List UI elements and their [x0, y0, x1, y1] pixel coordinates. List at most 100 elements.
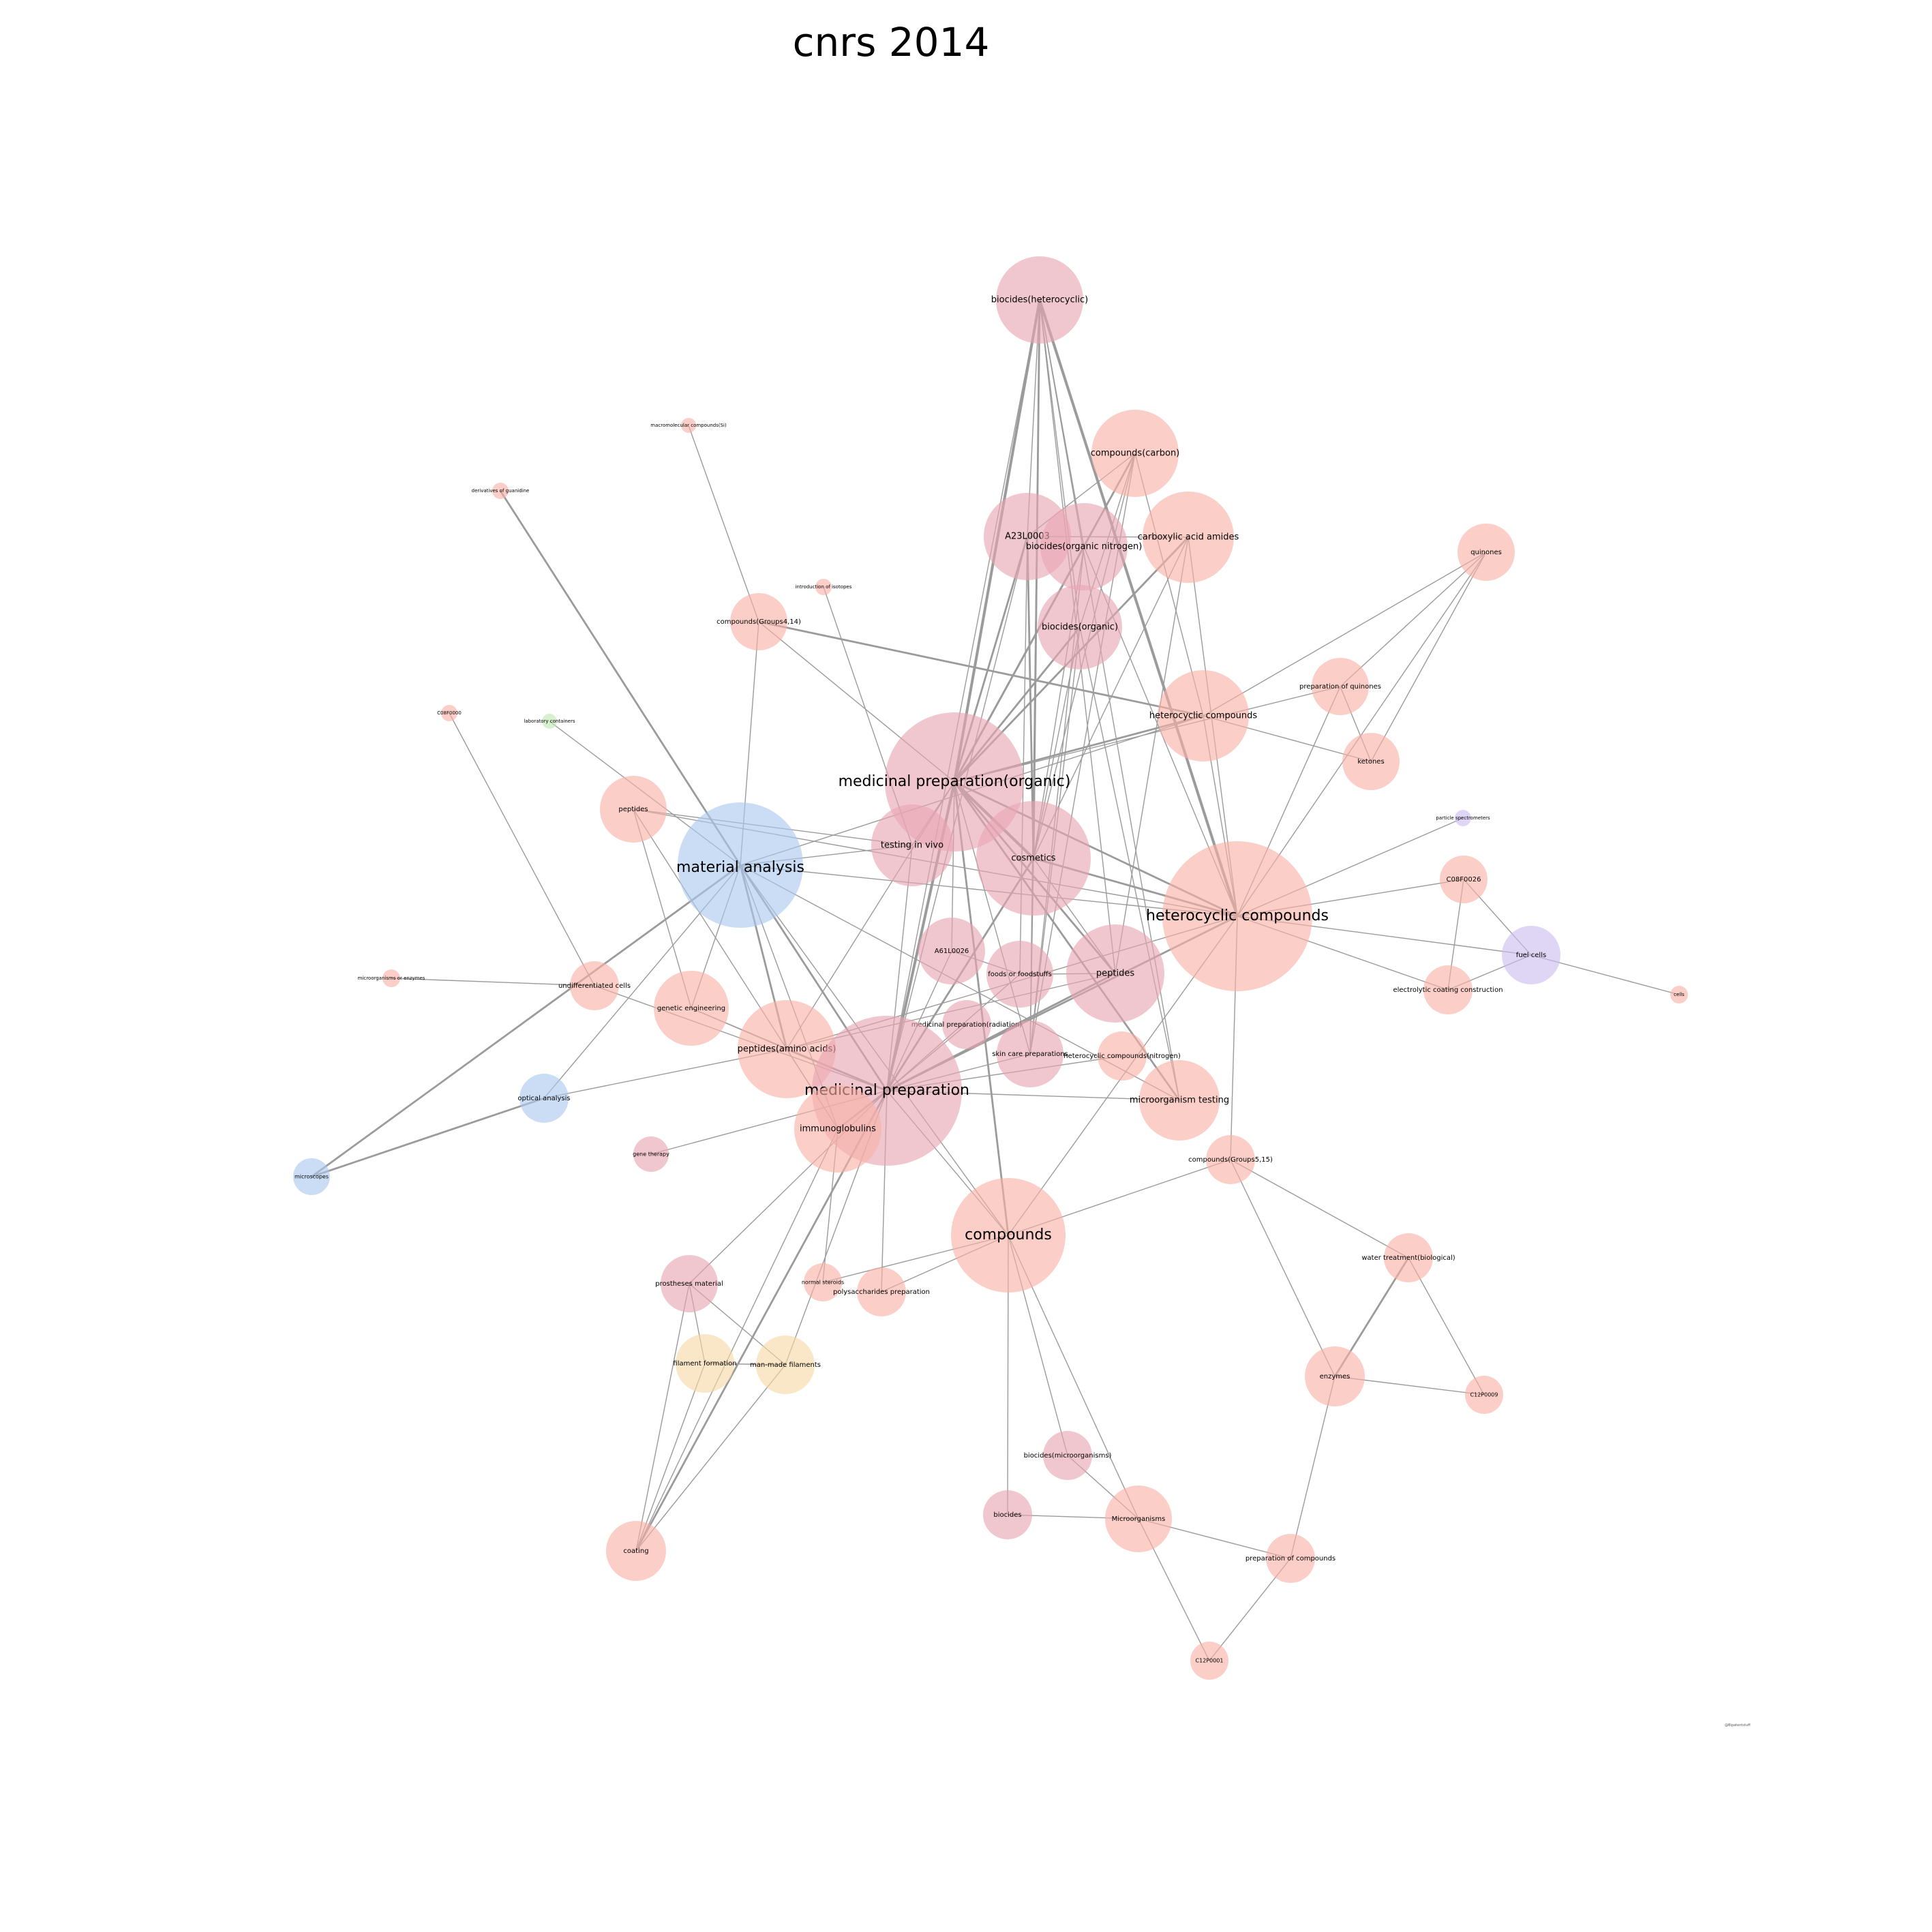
- node-water[interactable]: water treatment(biological): [1361, 1233, 1455, 1282]
- node-gene_ther[interactable]: gene therapy: [633, 1136, 669, 1172]
- node-microorg_test[interactable]: microorganism testing: [1130, 1060, 1229, 1141]
- node-comp_carbon[interactable]: compounds(carbon): [1091, 410, 1180, 497]
- node-circle: [1305, 1346, 1365, 1406]
- node-guanidine[interactable]: derivatives of guanidine: [472, 483, 530, 499]
- node-label: biocides(heterocyclic): [991, 295, 1088, 305]
- node-particle[interactable]: particle spectrometers: [1436, 810, 1490, 826]
- node-foods[interactable]: foods or foodstuffs: [986, 941, 1053, 1008]
- node-skin[interactable]: skin care preparations: [992, 1021, 1068, 1087]
- node-het_comp_big[interactable]: heterocyclic compounds: [1146, 841, 1329, 991]
- node-het_nitro[interactable]: heterocyclic compounds(nitrogen): [1063, 1031, 1181, 1081]
- node-label: compounds(Groups4,14): [716, 618, 801, 626]
- node-biocides[interactable]: biocides: [983, 1490, 1032, 1539]
- node-label: compounds(carbon): [1091, 449, 1180, 459]
- node-manmade[interactable]: man-made filaments: [750, 1335, 821, 1394]
- node-circle: [1384, 1233, 1433, 1282]
- edge-guanidine-material: [499, 490, 742, 866]
- node-label: C08F0026: [1447, 876, 1481, 884]
- node-testing_vivo[interactable]: testing in vivo: [871, 804, 953, 886]
- node-biocides_org[interactable]: biocides(organic): [1038, 585, 1122, 669]
- node-a61l[interactable]: A61L0026: [918, 918, 985, 984]
- node-material[interactable]: material analysis: [676, 802, 804, 928]
- node-circle: [738, 1000, 836, 1098]
- node-het_comp_small[interactable]: heterocyclic compounds: [1149, 670, 1258, 761]
- node-prostheses[interactable]: prostheses material: [655, 1255, 723, 1312]
- node-circle: [1440, 856, 1488, 903]
- node-normal_ster[interactable]: normal steroids: [802, 1263, 844, 1301]
- node-polysacc[interactable]: polysaccharides preparation: [833, 1267, 930, 1316]
- node-circle: [976, 801, 1091, 916]
- node-label: gene therapy: [633, 1151, 669, 1158]
- node-cells[interactable]: cells: [1670, 986, 1688, 1003]
- node-peptides_small[interactable]: peptides: [600, 776, 667, 843]
- node-biocides_het[interactable]: biocides(heterocyclic): [991, 256, 1088, 344]
- node-prep_quin[interactable]: preparation of quinones: [1299, 658, 1381, 715]
- node-c12p0001[interactable]: C12P0001: [1190, 1642, 1228, 1680]
- node-undiff[interactable]: undifferentiated cells: [558, 961, 631, 1010]
- node-label: macromolecular compounds(Si): [650, 423, 727, 428]
- node-circle: [983, 1490, 1032, 1539]
- node-comp_g414[interactable]: compounds(Groups4,14): [716, 593, 801, 650]
- edge-manmade-coating: [635, 1364, 786, 1552]
- node-electro[interactable]: electrolytic coating construction: [1393, 965, 1503, 1014]
- node-circle: [1043, 1431, 1092, 1480]
- node-circle: [1342, 733, 1400, 790]
- node-lab_cont[interactable]: laboratory containers: [524, 714, 575, 729]
- node-circle: [1458, 524, 1515, 581]
- node-fuel[interactable]: fuel cells: [1502, 926, 1560, 984]
- node-microorganisms[interactable]: Microorganisms: [1105, 1485, 1172, 1552]
- node-circle: [804, 1263, 842, 1301]
- node-circle: [871, 804, 953, 886]
- node-label: microscopes: [295, 1174, 329, 1180]
- node-prep_comp[interactable]: preparation of compounds: [1246, 1534, 1335, 1583]
- node-biocides_orgn[interactable]: biocides(organic nitrogen): [1026, 503, 1143, 590]
- node-macro_si[interactable]: macromolecular compounds(Si): [650, 418, 727, 433]
- node-circle: [661, 1255, 718, 1312]
- node-label: carboxylic acid amides: [1138, 532, 1239, 543]
- node-circle: [951, 1178, 1066, 1293]
- nodes-layer: biocides(heterocyclic) compounds(carbon) A…: [293, 256, 1688, 1680]
- node-circle: [606, 1521, 666, 1581]
- node-biocides_micro[interactable]: biocides(microorganisms): [1024, 1431, 1112, 1480]
- node-filament[interactable]: filament formation: [673, 1334, 737, 1393]
- node-microorg_enz[interactable]: microorganisms or enzymes: [358, 969, 425, 987]
- node-enzymes[interactable]: enzymes: [1305, 1346, 1365, 1406]
- node-isotopes[interactable]: introduction of isotopes: [796, 579, 852, 595]
- node-optical[interactable]: optical analysis: [517, 1074, 571, 1123]
- node-cosmetics[interactable]: cosmetics: [976, 801, 1091, 916]
- node-peptides_big[interactable]: peptides: [1066, 924, 1164, 1023]
- edge-immuno-coating: [635, 1128, 839, 1552]
- node-immuno[interactable]: immunoglobulins: [794, 1085, 881, 1173]
- node-label: immunoglobulins: [800, 1124, 876, 1134]
- node-c08f0000[interactable]: C08F0000: [437, 705, 462, 721]
- node-label: ketones: [1357, 758, 1384, 766]
- edge-carbox-peptides_big: [1115, 537, 1189, 974]
- node-circle: [633, 1136, 669, 1172]
- node-circle: [997, 1021, 1063, 1087]
- edge-quinones-ketones: [1370, 552, 1487, 762]
- node-circle: [681, 418, 696, 433]
- node-label: testing in vivo: [881, 841, 944, 851]
- node-c08f0026[interactable]: C08F0026: [1440, 856, 1488, 903]
- node-label: derivatives of guanidine: [472, 488, 530, 494]
- node-genetic[interactable]: genetic engineering: [654, 971, 729, 1046]
- node-microscopes[interactable]: microscopes: [293, 1158, 330, 1195]
- node-label: peptides(amino acids): [738, 1044, 836, 1055]
- node-label: C08F0000: [437, 710, 462, 716]
- node-circle: [756, 1335, 815, 1394]
- node-label: preparation of quinones: [1299, 683, 1381, 691]
- node-label: coating: [623, 1548, 648, 1555]
- node-med_prep_rad[interactable]: medicinal preparation(radiation): [911, 1000, 1023, 1049]
- node-ketones[interactable]: ketones: [1342, 733, 1400, 790]
- node-comp_g515[interactable]: compounds(Groups5,15): [1188, 1135, 1273, 1184]
- node-c12p0009[interactable]: C12P0009: [1465, 1376, 1503, 1414]
- node-pept_amino[interactable]: peptides(amino acids): [738, 1000, 836, 1098]
- edge-quinones-prep_quin: [1340, 552, 1487, 687]
- node-carbox[interactable]: carboxylic acid amides: [1138, 492, 1239, 583]
- node-quinones[interactable]: quinones: [1458, 524, 1515, 581]
- node-label: A23L0003: [1005, 532, 1050, 542]
- node-circle: [570, 961, 619, 1010]
- node-coating[interactable]: coating: [606, 1521, 666, 1581]
- node-compounds[interactable]: compounds: [951, 1178, 1066, 1293]
